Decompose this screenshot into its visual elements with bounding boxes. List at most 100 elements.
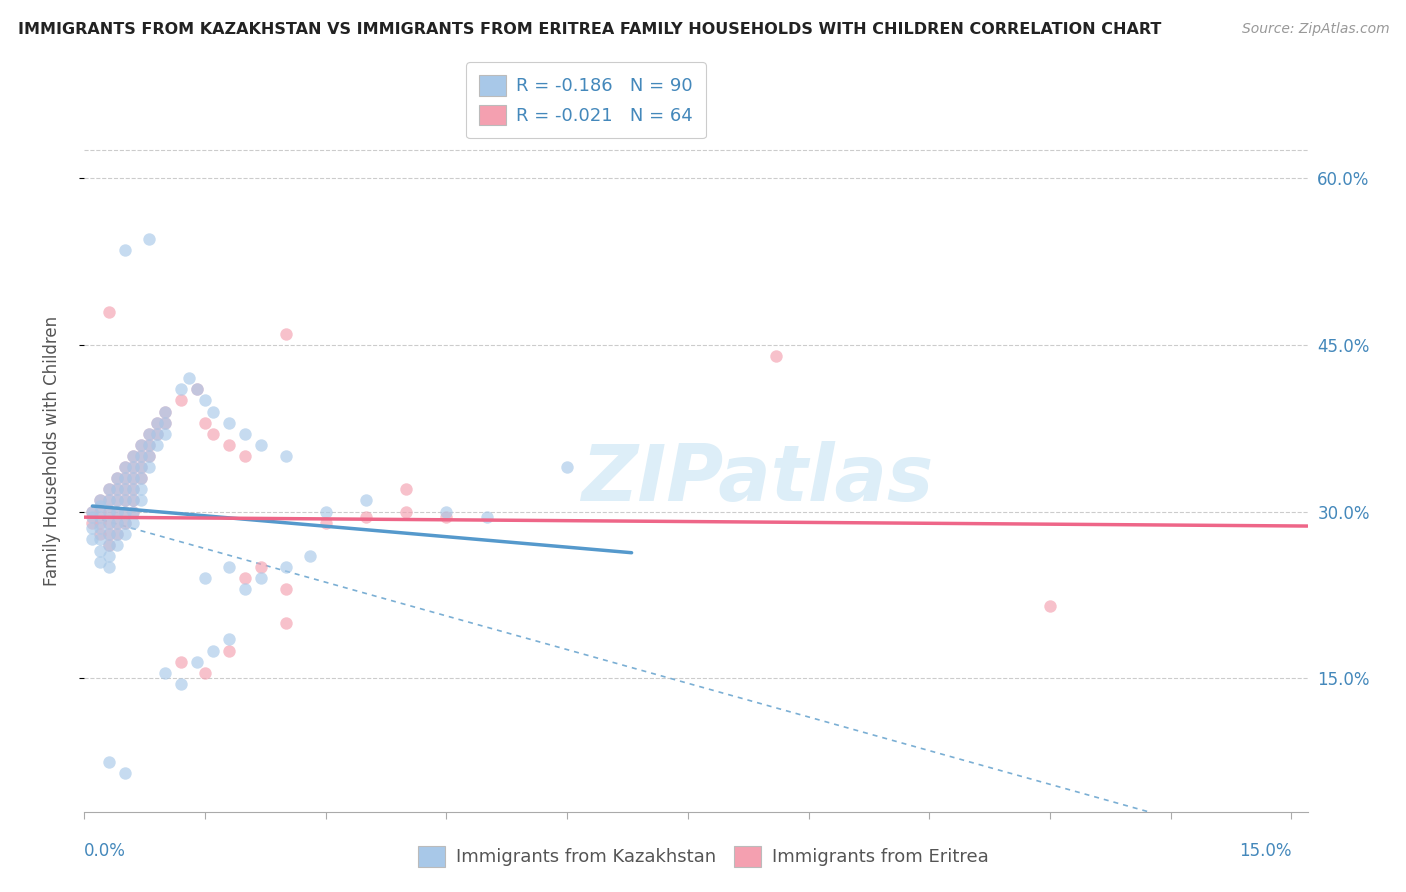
Point (89, 505, 111, 519)
Point (105, 493, 128, 508)
Point (186, 382, 208, 396)
Point (138, 460, 160, 475)
Point (153, 426, 176, 441)
Point (82, 521, 104, 535)
Point (82, 505, 104, 519)
Point (121, 505, 143, 519)
Point (114, 483, 136, 497)
Point (89, 521, 111, 535)
Point (105, 526, 128, 541)
Point (395, 483, 418, 497)
Point (97, 549, 120, 563)
Point (89, 499, 111, 513)
Point (153, 416, 176, 430)
Point (121, 505, 143, 519)
Point (97, 505, 120, 519)
Legend: R = -0.186   N = 90, R = -0.021   N = 64: R = -0.186 N = 90, R = -0.021 N = 64 (465, 62, 706, 138)
Text: 0.0%: 0.0% (84, 842, 127, 860)
Point (97, 483, 120, 497)
Point (138, 449, 160, 463)
Legend: Immigrants from Kazakhstan, Immigrants from Eritrea: Immigrants from Kazakhstan, Immigrants f… (409, 837, 997, 876)
Point (89, 493, 111, 508)
Point (138, 438, 160, 452)
Point (138, 438, 160, 452)
Point (97, 304, 120, 318)
Point (114, 483, 136, 497)
Point (186, 382, 208, 396)
Point (153, 416, 176, 430)
Point (89, 493, 111, 508)
Point (218, 560, 240, 574)
Point (138, 426, 160, 441)
Point (82, 505, 104, 519)
Point (138, 232, 160, 246)
Point (121, 483, 143, 497)
Point (129, 471, 152, 485)
Point (114, 493, 136, 508)
Text: Source: ZipAtlas.com: Source: ZipAtlas.com (1241, 22, 1389, 37)
Point (146, 416, 169, 430)
Point (298, 549, 321, 563)
Point (129, 483, 152, 497)
Point (105, 505, 128, 519)
Point (194, 665, 217, 680)
Point (121, 471, 143, 485)
Point (436, 505, 458, 519)
Point (82, 510, 104, 524)
Point (114, 526, 136, 541)
Point (97, 538, 120, 552)
Point (765, 349, 787, 363)
Point (114, 471, 136, 485)
Point (194, 571, 217, 585)
Point (177, 371, 200, 385)
Point (218, 632, 240, 647)
Point (129, 471, 152, 485)
Point (114, 460, 136, 475)
Point (436, 510, 458, 524)
Point (97, 538, 120, 552)
Point (146, 426, 169, 441)
Point (97, 493, 120, 508)
Point (121, 460, 143, 475)
Point (121, 449, 143, 463)
Point (114, 505, 136, 519)
Point (121, 460, 143, 475)
Point (105, 483, 128, 497)
Point (202, 404, 225, 418)
Point (475, 510, 498, 524)
Point (233, 449, 256, 463)
Point (138, 449, 160, 463)
Point (105, 516, 128, 530)
Point (218, 643, 240, 657)
Point (146, 438, 169, 452)
Point (146, 416, 169, 430)
Point (114, 244, 136, 258)
Point (97, 526, 120, 541)
Point (153, 404, 176, 418)
Point (354, 493, 377, 508)
Point (114, 460, 136, 475)
Point (315, 505, 337, 519)
Point (129, 449, 152, 463)
Point (121, 493, 143, 508)
Point (97, 755, 120, 769)
Point (129, 449, 152, 463)
Point (250, 560, 273, 574)
Point (121, 483, 143, 497)
Point (274, 560, 297, 574)
Point (315, 516, 337, 530)
Point (170, 393, 193, 408)
Point (97, 516, 120, 530)
Point (129, 438, 152, 452)
Point (97, 516, 120, 530)
Point (97, 493, 120, 508)
Point (170, 677, 193, 691)
Point (82, 533, 104, 547)
Point (105, 526, 128, 541)
Point (89, 555, 111, 569)
Point (274, 615, 297, 630)
Point (105, 483, 128, 497)
Point (114, 516, 136, 530)
Point (202, 643, 225, 657)
Point (170, 655, 193, 669)
